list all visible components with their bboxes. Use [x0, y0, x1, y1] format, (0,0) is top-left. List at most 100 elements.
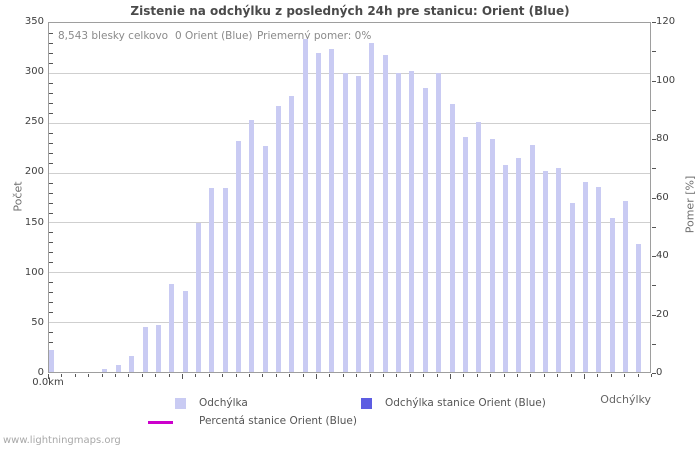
right-axis-tick-label: 80 — [656, 133, 669, 144]
left-axis-minor-tick — [49, 42, 53, 44]
left-axis-minor-tick — [49, 82, 53, 84]
left-axis-minor-tick — [49, 332, 53, 334]
x-axis-minor-tick — [128, 374, 130, 377]
x-axis-minor-tick — [88, 374, 90, 377]
left-axis-minor-tick — [49, 212, 53, 214]
x-axis-minor-tick — [302, 374, 304, 377]
left-axis-minor-tick — [49, 282, 53, 284]
x-axis-minor-tick — [262, 374, 264, 377]
bar-odch-lka — [102, 369, 108, 372]
bar-odch-lka — [476, 121, 482, 372]
legend-swatch-odchylka — [175, 398, 186, 409]
x-axis-minor-tick — [195, 374, 197, 377]
left-axis-minor-tick — [49, 292, 53, 294]
x-axis-minor-tick — [74, 374, 76, 377]
x-axis-minor-tick — [530, 374, 532, 377]
gridline — [49, 222, 650, 224]
bar-odch-lka — [489, 138, 495, 372]
right-axis-tick — [652, 314, 656, 316]
left-axis-tick-label: 150 — [24, 216, 44, 228]
station-count-text: 0 Orient (Blue) — [175, 30, 253, 42]
x-axis-minor-tick — [476, 374, 478, 377]
bar-odch-lka — [342, 72, 348, 372]
bar-odch-lka — [169, 284, 175, 372]
left-axis-minor-tick — [49, 112, 53, 114]
average-ratio-text: Priemerný pomer: 0% — [257, 30, 372, 42]
left-axis-minor-tick — [49, 62, 53, 64]
left-axis-minor-tick — [49, 262, 53, 264]
left-axis-minor-tick — [49, 252, 53, 254]
x-axis-major-tick — [584, 374, 585, 379]
right-axis-tick — [652, 373, 656, 374]
bar-odch-lka — [182, 291, 188, 372]
x-axis-minor-tick — [168, 374, 170, 377]
right-axis-tick — [652, 343, 656, 345]
x-axis-major-tick — [316, 374, 317, 379]
bar-odch-lka — [623, 200, 628, 372]
x-axis-minor-tick — [651, 374, 652, 377]
legend-label-station-percent: Percentá stanice Orient (Blue) — [199, 415, 357, 427]
bar-odch-lka — [556, 167, 562, 372]
x-axis-minor-tick — [61, 374, 63, 377]
bar-odch-lka — [329, 48, 335, 372]
bar-odch-lka — [302, 39, 308, 372]
right-axis-tick — [652, 139, 656, 140]
left-axis-minor-tick — [49, 242, 53, 244]
bar-odch-lka — [249, 119, 255, 372]
x-axis-minor-tick — [155, 374, 157, 377]
left-axis-minor-tick — [49, 232, 53, 234]
chart-title: Zistenie na odchýlku z posledných 24h pr… — [130, 4, 570, 18]
bar-odch-lka — [609, 218, 615, 372]
x-axis-minor-tick — [637, 374, 639, 377]
left-axis-tick-label: 50 — [31, 316, 44, 328]
bar-odch-lka — [382, 54, 388, 372]
bar-odch-lka — [289, 95, 295, 372]
x-axis-minor-tick — [275, 374, 277, 377]
left-axis-tick-label: 250 — [24, 116, 44, 128]
x-axis-minor-tick — [597, 374, 599, 377]
right-axis-tick — [652, 109, 656, 111]
legend-label-odchylka: Odchýlka — [199, 397, 248, 409]
bar-odch-lka — [155, 325, 161, 372]
x-axis-minor-tick — [289, 374, 291, 377]
x-axis-minor-tick — [409, 374, 411, 377]
right-axis-tick — [652, 285, 656, 287]
right-axis-tick — [652, 256, 656, 257]
x-axis-minor-tick — [329, 374, 331, 377]
bar-odch-lka — [222, 187, 228, 372]
x-axis-minor-tick — [610, 374, 612, 377]
x-axis-minor-tick — [141, 374, 143, 377]
x-axis-major-tick — [182, 374, 183, 379]
gridline — [49, 72, 650, 74]
bar-odch-lka — [502, 164, 508, 372]
x-axis-minor-tick — [557, 374, 559, 377]
bar-odch-lka — [115, 365, 121, 372]
left-axis-minor-tick — [49, 102, 53, 104]
x-axis-minor-tick — [490, 374, 492, 377]
x-axis-minor-tick — [115, 374, 116, 377]
left-axis-tick-label: 100 — [24, 266, 44, 278]
left-axis-minor-tick — [49, 92, 53, 94]
left-axis-minor-tick — [49, 33, 53, 34]
left-axis-minor-tick — [49, 132, 53, 134]
gridline — [49, 272, 650, 274]
x-axis-minor-tick — [517, 374, 518, 377]
left-axis-minor-tick — [49, 312, 53, 314]
right-axis-tick-label: 100 — [656, 74, 676, 86]
bar-odch-lka — [262, 145, 268, 372]
bar-odch-lka — [316, 52, 321, 372]
right-axis-tick — [652, 168, 656, 170]
x-axis-title: Odchýlky — [600, 393, 651, 406]
bar-odch-lka — [462, 136, 468, 372]
left-axis-minor-tick — [49, 182, 53, 184]
x-axis-minor-tick — [543, 374, 545, 377]
x-axis-minor-tick — [463, 374, 465, 377]
bar-odch-lka — [396, 72, 402, 372]
x-axis-minor-tick — [208, 374, 210, 377]
bar-odch-lka — [569, 202, 575, 372]
bar-odch-lka — [49, 350, 54, 372]
x-axis-minor-tick — [624, 374, 626, 377]
x-axis-minor-tick — [423, 374, 425, 377]
gridline — [49, 122, 650, 124]
right-axis-title: Pomer [%] — [683, 175, 697, 234]
